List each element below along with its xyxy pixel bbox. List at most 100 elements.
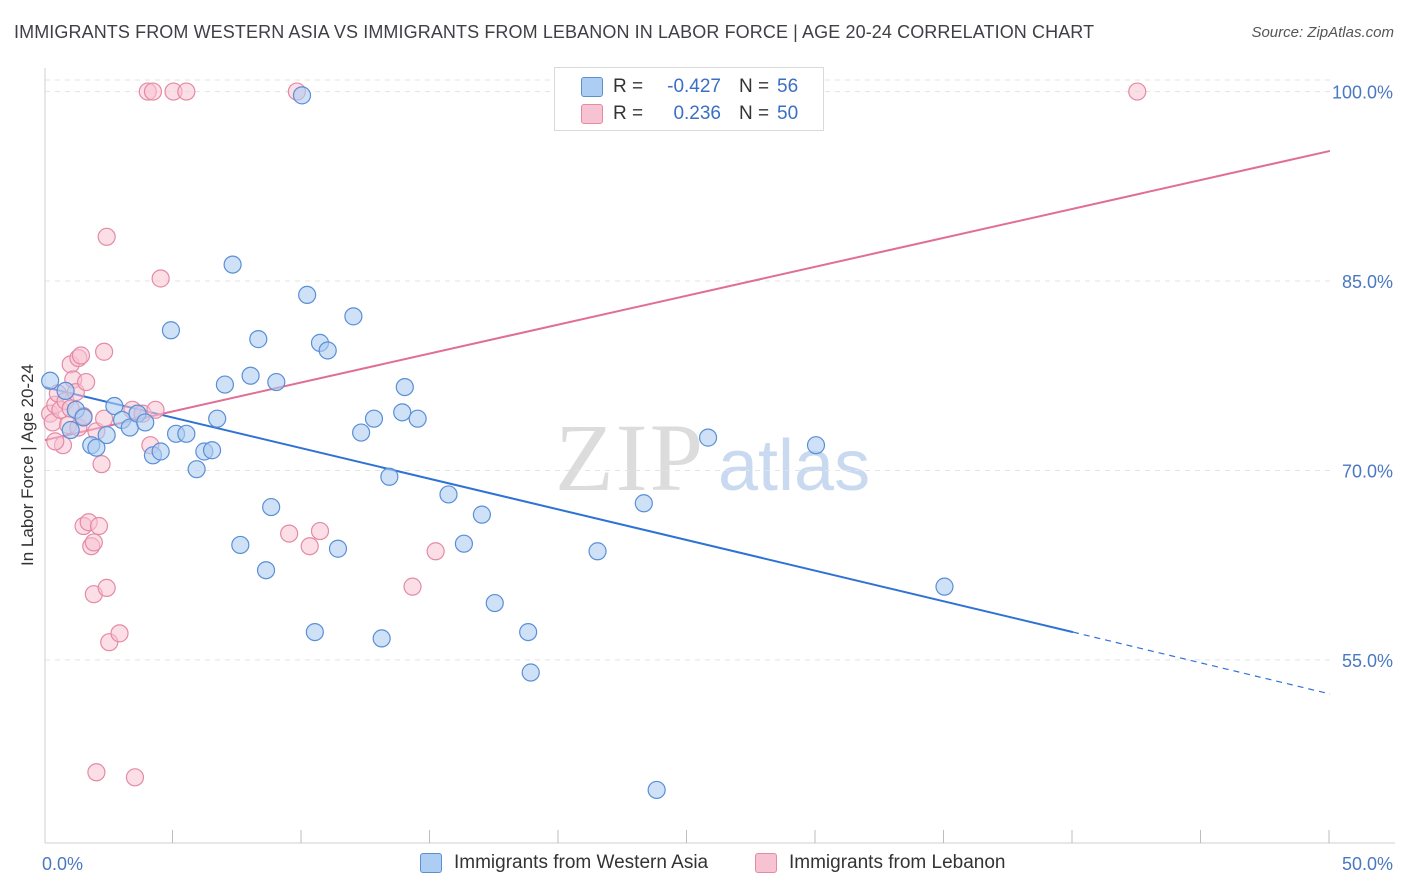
western-asia-point xyxy=(187,460,206,479)
legend-label-western-asia: Immigrants from Western Asia xyxy=(454,852,709,873)
x-tick-label: 0.0% xyxy=(42,854,83,874)
gridlines xyxy=(45,79,1330,661)
western-asia-point xyxy=(298,285,317,304)
western-asia-point xyxy=(698,428,718,447)
r-value-lebanon: 0.236 xyxy=(673,103,721,124)
watermark-atlas: atlas xyxy=(718,426,870,506)
lebanon-point xyxy=(151,269,170,288)
watermark: ZIP atlas xyxy=(555,404,870,511)
western-asia-point xyxy=(161,321,181,340)
western-asia-point xyxy=(87,438,106,457)
lebanon-point xyxy=(146,400,165,419)
lebanon-point xyxy=(97,227,116,246)
western-asia-point xyxy=(177,424,196,443)
lebanon-point xyxy=(143,82,163,101)
lebanon-point xyxy=(95,342,114,361)
western-asia-point xyxy=(352,423,371,442)
n-label: N = xyxy=(739,76,770,97)
western-asia-point xyxy=(249,330,268,349)
western-asia-point xyxy=(215,375,234,394)
blue-swatch xyxy=(420,853,442,873)
axes xyxy=(44,68,1395,844)
lebanon-point xyxy=(89,516,109,536)
x-tick-label: 50.0% xyxy=(1342,854,1393,874)
n-label: N = xyxy=(739,103,770,124)
watermark-zip: ZIP xyxy=(555,404,705,511)
western-asia-point xyxy=(256,561,276,580)
lebanon-point xyxy=(92,455,111,474)
legend-row-lebanon: R = 0.236 N = 50 xyxy=(581,102,798,126)
lebanon-point xyxy=(97,578,116,597)
western-asia-point xyxy=(647,780,666,800)
source-credit: Source: ZipAtlas.com xyxy=(1251,24,1394,41)
western-asia-point xyxy=(151,442,170,461)
western-asia-point xyxy=(105,396,124,416)
lebanon-point xyxy=(71,346,91,365)
lebanon-point xyxy=(77,372,96,392)
western-asia-point xyxy=(588,542,607,561)
chart-title: IMMIGRANTS FROM WESTERN ASIA VS IMMIGRAN… xyxy=(14,22,1095,42)
legend-label-lebanon: Immigrants from Lebanon xyxy=(789,852,1006,873)
western-asia-point xyxy=(328,539,348,558)
correlation-legend: R = -0.427 N = 56 R = 0.236 N = 50 xyxy=(554,67,824,131)
western-asia-point xyxy=(267,372,286,392)
y-tick-label: 100.0% xyxy=(1332,83,1393,103)
western-asia-point xyxy=(439,485,458,504)
western-asia-point xyxy=(136,413,155,432)
western-asia-point xyxy=(292,86,312,105)
legend-item-lebanon: Immigrants from Lebanon xyxy=(755,852,1006,874)
western-asia-point xyxy=(472,505,491,524)
lebanon-point xyxy=(426,542,445,561)
western-asia-points xyxy=(41,86,954,800)
western-asia-point xyxy=(364,409,384,428)
n-value-western-asia: 56 xyxy=(777,76,799,97)
lebanon-trend-line xyxy=(44,149,1331,442)
r-value-western-asia: -0.427 xyxy=(667,76,721,97)
tick-labels: 100.0% 85.0% 70.0% 55.0% 0.0% 50.0% xyxy=(42,83,1393,874)
r-label: R = xyxy=(613,76,644,97)
y-tick-label: 55.0% xyxy=(1342,651,1393,671)
y-tick-label: 70.0% xyxy=(1342,461,1393,481)
lebanon-point xyxy=(310,521,330,541)
western-asia-point xyxy=(231,535,250,555)
western-asia-point xyxy=(262,497,281,517)
lebanon-point xyxy=(125,768,145,787)
western-asia-point xyxy=(318,341,337,360)
y-axis-title: In Labor Force | Age 20-24 xyxy=(18,364,37,566)
pink-swatch xyxy=(581,104,603,124)
series-legend: Immigrants from Western Asia Immigrants … xyxy=(0,850,1406,878)
western-asia-point xyxy=(223,255,242,274)
western-asia-point xyxy=(74,408,93,427)
western-asia-point xyxy=(97,425,116,445)
pink-swatch xyxy=(755,853,777,873)
lebanon-point xyxy=(177,82,196,101)
western-asia-point xyxy=(41,371,60,390)
western-asia-point xyxy=(519,622,538,642)
lebanon-point xyxy=(300,537,319,556)
western-asia-point xyxy=(806,436,826,455)
western-asia-trend-extension xyxy=(1072,631,1331,695)
blue-swatch xyxy=(581,77,603,97)
lebanon-point xyxy=(403,577,422,596)
western-asia-point xyxy=(521,663,540,682)
western-asia-point xyxy=(935,577,954,596)
western-asia-point xyxy=(202,441,222,460)
western-asia-point xyxy=(395,377,414,397)
western-asia-point xyxy=(372,629,391,648)
y-tick-label: 85.0% xyxy=(1342,272,1393,292)
lebanon-point xyxy=(1128,82,1147,101)
lebanon-point xyxy=(87,763,106,782)
western-asia-trend-line xyxy=(44,386,1074,634)
legend-row-western-asia: R = -0.427 N = 56 xyxy=(581,75,798,99)
western-asia-point xyxy=(454,534,474,553)
western-asia-point xyxy=(393,403,412,422)
western-asia-point xyxy=(208,409,227,428)
western-asia-point xyxy=(408,409,427,428)
r-label: R = xyxy=(613,103,644,124)
legend-item-western-asia: Immigrants from Western Asia xyxy=(420,852,708,874)
trend-lines xyxy=(44,149,1331,695)
western-asia-point xyxy=(634,494,653,513)
western-asia-point xyxy=(61,420,80,440)
lebanon-point xyxy=(280,524,299,543)
